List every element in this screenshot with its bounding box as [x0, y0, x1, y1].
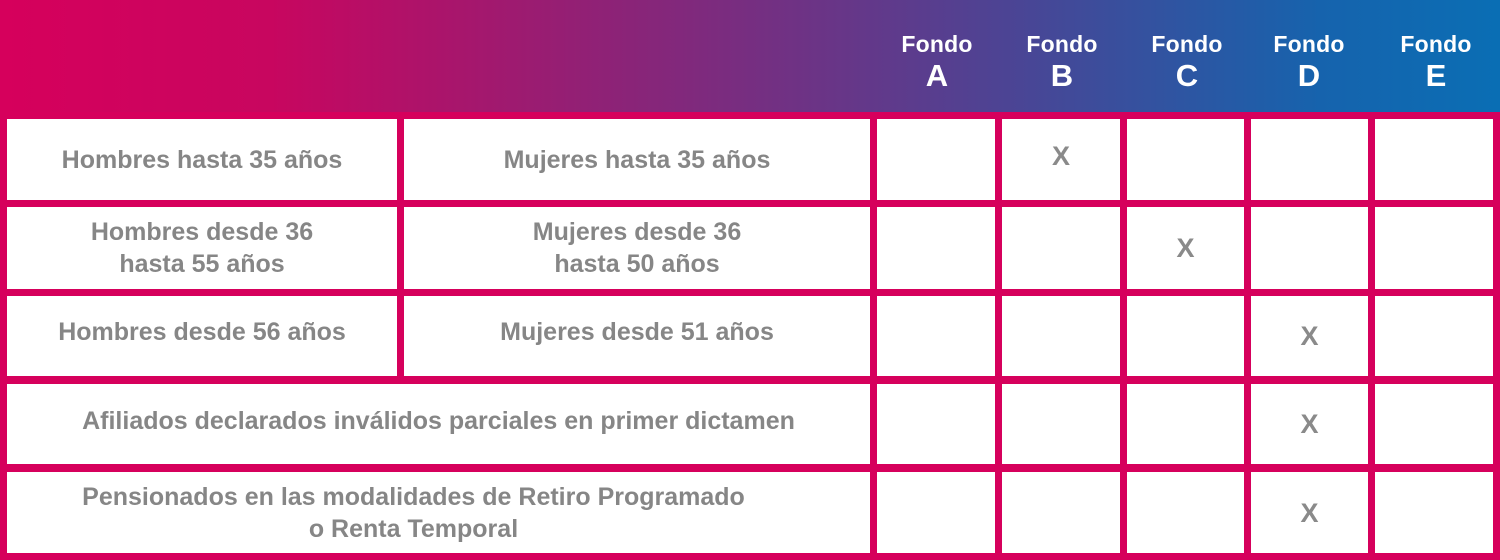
row-3-men-cell: Hombres desde 56 años: [7, 296, 397, 376]
row-4-fondo-a-cell: [877, 384, 995, 464]
row-1-fondo-a-cell: [877, 119, 995, 200]
row-5-fondo-b-cell: [1002, 472, 1120, 553]
row-4-fondo-e-cell: [1375, 384, 1493, 464]
row-5-label-text: Pensionados en las modalidades de Retiro…: [82, 482, 745, 543]
row-2-men-cell: Hombres desde 36 hasta 55 años: [7, 207, 397, 289]
row-1-fondo-d-cell: [1251, 119, 1368, 200]
fund-word: Fondo: [901, 31, 973, 57]
row-2-men-text: Hombres desde 36 hasta 55 años: [90, 218, 314, 278]
row-2-fondo-a-cell: [877, 207, 995, 289]
row-2-women-cell: Mujeres desde 36 hasta 50 años: [404, 207, 870, 289]
row-1-fondo-c-cell: [1127, 119, 1244, 200]
row-3-fondo-a-cell: [877, 296, 995, 376]
row-4-fondo-d-cell: X: [1251, 384, 1368, 464]
fund-letter: E: [1425, 58, 1447, 93]
column-header-fondo-a: Fondo A: [875, 31, 999, 93]
row-3-fondo-d-cell: X: [1251, 296, 1368, 376]
column-header-fondo-c: Fondo C: [1125, 31, 1249, 93]
row-3-fondo-b-cell: [1002, 296, 1120, 376]
table-header: Fondo A Fondo B Fondo C Fondo D Fondo E: [0, 0, 1500, 112]
row-1-women-text: Mujeres hasta 35 años: [503, 145, 771, 174]
fund-word: Fondo: [1151, 31, 1223, 57]
row-2-fondo-e-cell: [1375, 207, 1493, 289]
column-header-fondo-d: Fondo D: [1247, 31, 1371, 93]
row-4-label-text: Afiliados declarados inválidos parciales…: [82, 407, 795, 435]
row-1-fondo-b-cell: X: [1002, 119, 1120, 200]
row-5-label-cell: Pensionados en las modalidades de Retiro…: [7, 472, 870, 553]
row-4-fondo-b-cell: [1002, 384, 1120, 464]
row-3-fondo-e-cell: [1375, 296, 1493, 376]
row-3-women-cell: Mujeres desde 51 años: [404, 296, 870, 376]
row-1-men-cell: Hombres hasta 35 años: [7, 119, 397, 200]
row-4-fondo-c-cell: [1127, 384, 1244, 464]
row-1-fondo-e-cell: [1375, 119, 1493, 200]
row-2-fondo-d-cell: [1251, 207, 1368, 289]
row-1-women-cell: Mujeres hasta 35 años: [404, 119, 870, 200]
row-3-fondo-c-cell: [1127, 296, 1244, 376]
fund-letter: C: [1175, 58, 1199, 93]
row-2-fondo-b-cell: [1002, 207, 1120, 289]
row-5-fondo-c-cell: [1127, 472, 1244, 553]
fund-letter: A: [925, 58, 949, 93]
fund-word: Fondo: [1273, 31, 1345, 57]
row-3-men-text: Hombres desde 56 años: [58, 318, 346, 346]
fund-letter: B: [1050, 58, 1074, 93]
row-4-label-cell: Afiliados declarados inválidos parciales…: [7, 384, 870, 464]
row-3-women-text: Mujeres desde 51 años: [500, 318, 774, 346]
fund-word: Fondo: [1026, 31, 1098, 57]
row-2-women-text: Mujeres desde 36 hasta 50 años: [532, 218, 742, 278]
row-5-fondo-e-cell: [1375, 472, 1493, 553]
fund-letter: D: [1297, 58, 1321, 93]
row-5-fondo-d-cell: X: [1251, 472, 1368, 553]
column-header-fondo-e: Fondo E: [1374, 31, 1498, 93]
column-header-fondo-b: Fondo B: [1000, 31, 1124, 93]
row-2-fondo-c-cell: X: [1127, 207, 1244, 289]
row-5-fondo-a-cell: [877, 472, 995, 553]
row-1-men-text: Hombres hasta 35 años: [61, 145, 343, 174]
fund-word: Fondo: [1400, 31, 1472, 57]
